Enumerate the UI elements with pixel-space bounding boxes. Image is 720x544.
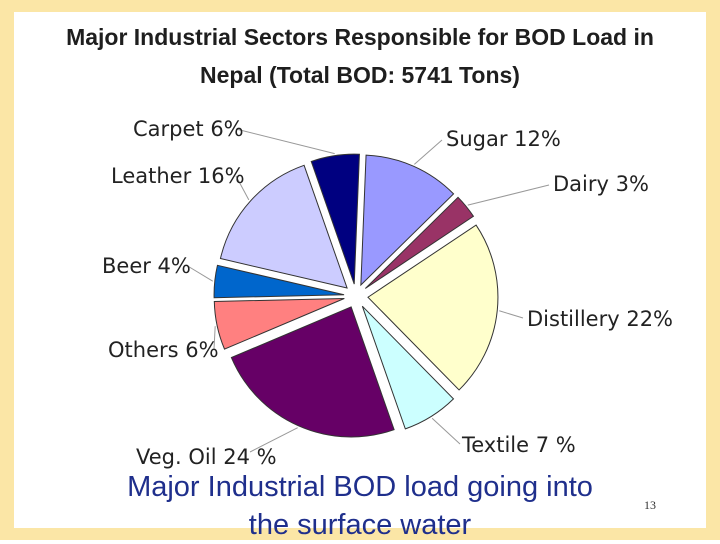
- pie-slice-5: [213, 298, 345, 350]
- slice-label-6: Beer 4%: [102, 254, 191, 278]
- leader-line-2: [499, 310, 524, 319]
- pie-slice-1: [364, 196, 475, 289]
- slice-label-5: Others 6%: [108, 338, 219, 362]
- slice-label-8: Carpet 6%: [133, 117, 244, 141]
- slice-label-0: Sugar 12%: [446, 127, 561, 151]
- pie-slice-3: [361, 305, 455, 430]
- pie-slice-8: [310, 153, 360, 285]
- leader-line-8: [235, 128, 335, 155]
- pie-slice-0: [360, 154, 455, 287]
- chart-title-line2: Nepal (Total BOD: 5741 Tons): [200, 62, 520, 88]
- pie-slice-6: [213, 264, 345, 299]
- pie-slices: [213, 153, 499, 438]
- leader-line-3: [431, 417, 461, 445]
- leader-line-5: [213, 326, 216, 350]
- leader-line-1: [467, 184, 550, 206]
- slice-label-7: Leather 16%: [111, 164, 245, 188]
- slice-label-3: Textile 7 %: [461, 433, 576, 457]
- slice-label-2: Distillery 22%: [527, 307, 673, 331]
- slide-frame-top: [0, 0, 720, 12]
- pie-slice-4: [230, 306, 395, 438]
- slide-frame-right: [706, 0, 720, 540]
- pie-slice-2: [367, 224, 499, 391]
- slice-label-1: Dairy 3%: [553, 172, 649, 196]
- caption-line2: the surface water: [248, 509, 472, 541]
- pie-labels: Sugar 12% Dairy 3% Distillery 22% Textile 7…: [102, 117, 673, 469]
- slide-panel: [14, 12, 706, 528]
- caption-line1: Major Industrial BOD load going into: [127, 471, 593, 503]
- leader-line-6: [185, 264, 214, 282]
- page-number: 13: [644, 498, 656, 512]
- leader-line-0: [413, 139, 443, 165]
- slide-frame-bottom: [0, 528, 720, 540]
- slice-label-4: Veg. Oil 24 %: [136, 445, 277, 469]
- slide-caption: Major Industrial BOD load going into the…: [60, 468, 660, 544]
- chart-title-line1: Major Industrial Sectors Responsible for…: [66, 24, 654, 50]
- leader-line-4: [249, 427, 298, 453]
- leader-line-7: [235, 175, 250, 201]
- pie-slice-7: [219, 164, 348, 289]
- slide-frame-left: [0, 0, 14, 540]
- chart-title: Major Industrial Sectors Responsible for…: [20, 18, 700, 94]
- pie-leader-lines: [185, 128, 550, 453]
